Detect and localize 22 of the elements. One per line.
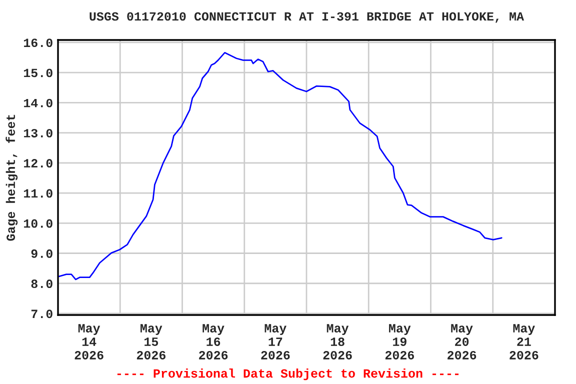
x-tick-label: May 15 2026 bbox=[136, 324, 166, 360]
x-tick-label: May 18 2026 bbox=[323, 324, 352, 360]
line-series bbox=[58, 52, 502, 280]
y-tick-label: 11.0 bbox=[24, 189, 52, 198]
y-tick-label: 9.0 bbox=[31, 249, 52, 258]
x-tick-label: May 14 2026 bbox=[74, 324, 104, 360]
x-tick-label: May 16 2026 bbox=[199, 324, 228, 360]
text: ---- Provisional Data Subject to Revision ---- bbox=[117, 368, 459, 380]
y-tick-label: 12.0 bbox=[24, 159, 52, 168]
y-tick-label: 14.0 bbox=[24, 98, 52, 108]
y-tick-label: 8.0 bbox=[31, 280, 52, 288]
x-tick-label: May 17 2026 bbox=[261, 324, 290, 360]
y-tick-label: 16.0 bbox=[24, 38, 52, 48]
x-tick-label: May 21 2026 bbox=[510, 324, 538, 360]
y-tick-label: 7.0 bbox=[31, 310, 52, 318]
chart-title: USGS 01172010 CONNECTICUT R AT I-391 BRIDGE AT HOLYOKE, MA bbox=[90, 12, 524, 23]
y-tick-label: 10.0 bbox=[24, 219, 52, 228]
y-tick-label: 13.0 bbox=[24, 128, 52, 138]
x-tick-label: May 19 2026 bbox=[385, 324, 414, 360]
y-axis-title: Gage height, feet bbox=[6, 114, 18, 241]
y-tick-label: 15.0 bbox=[24, 68, 52, 78]
x-tick-label: May 20 2026 bbox=[448, 324, 476, 360]
